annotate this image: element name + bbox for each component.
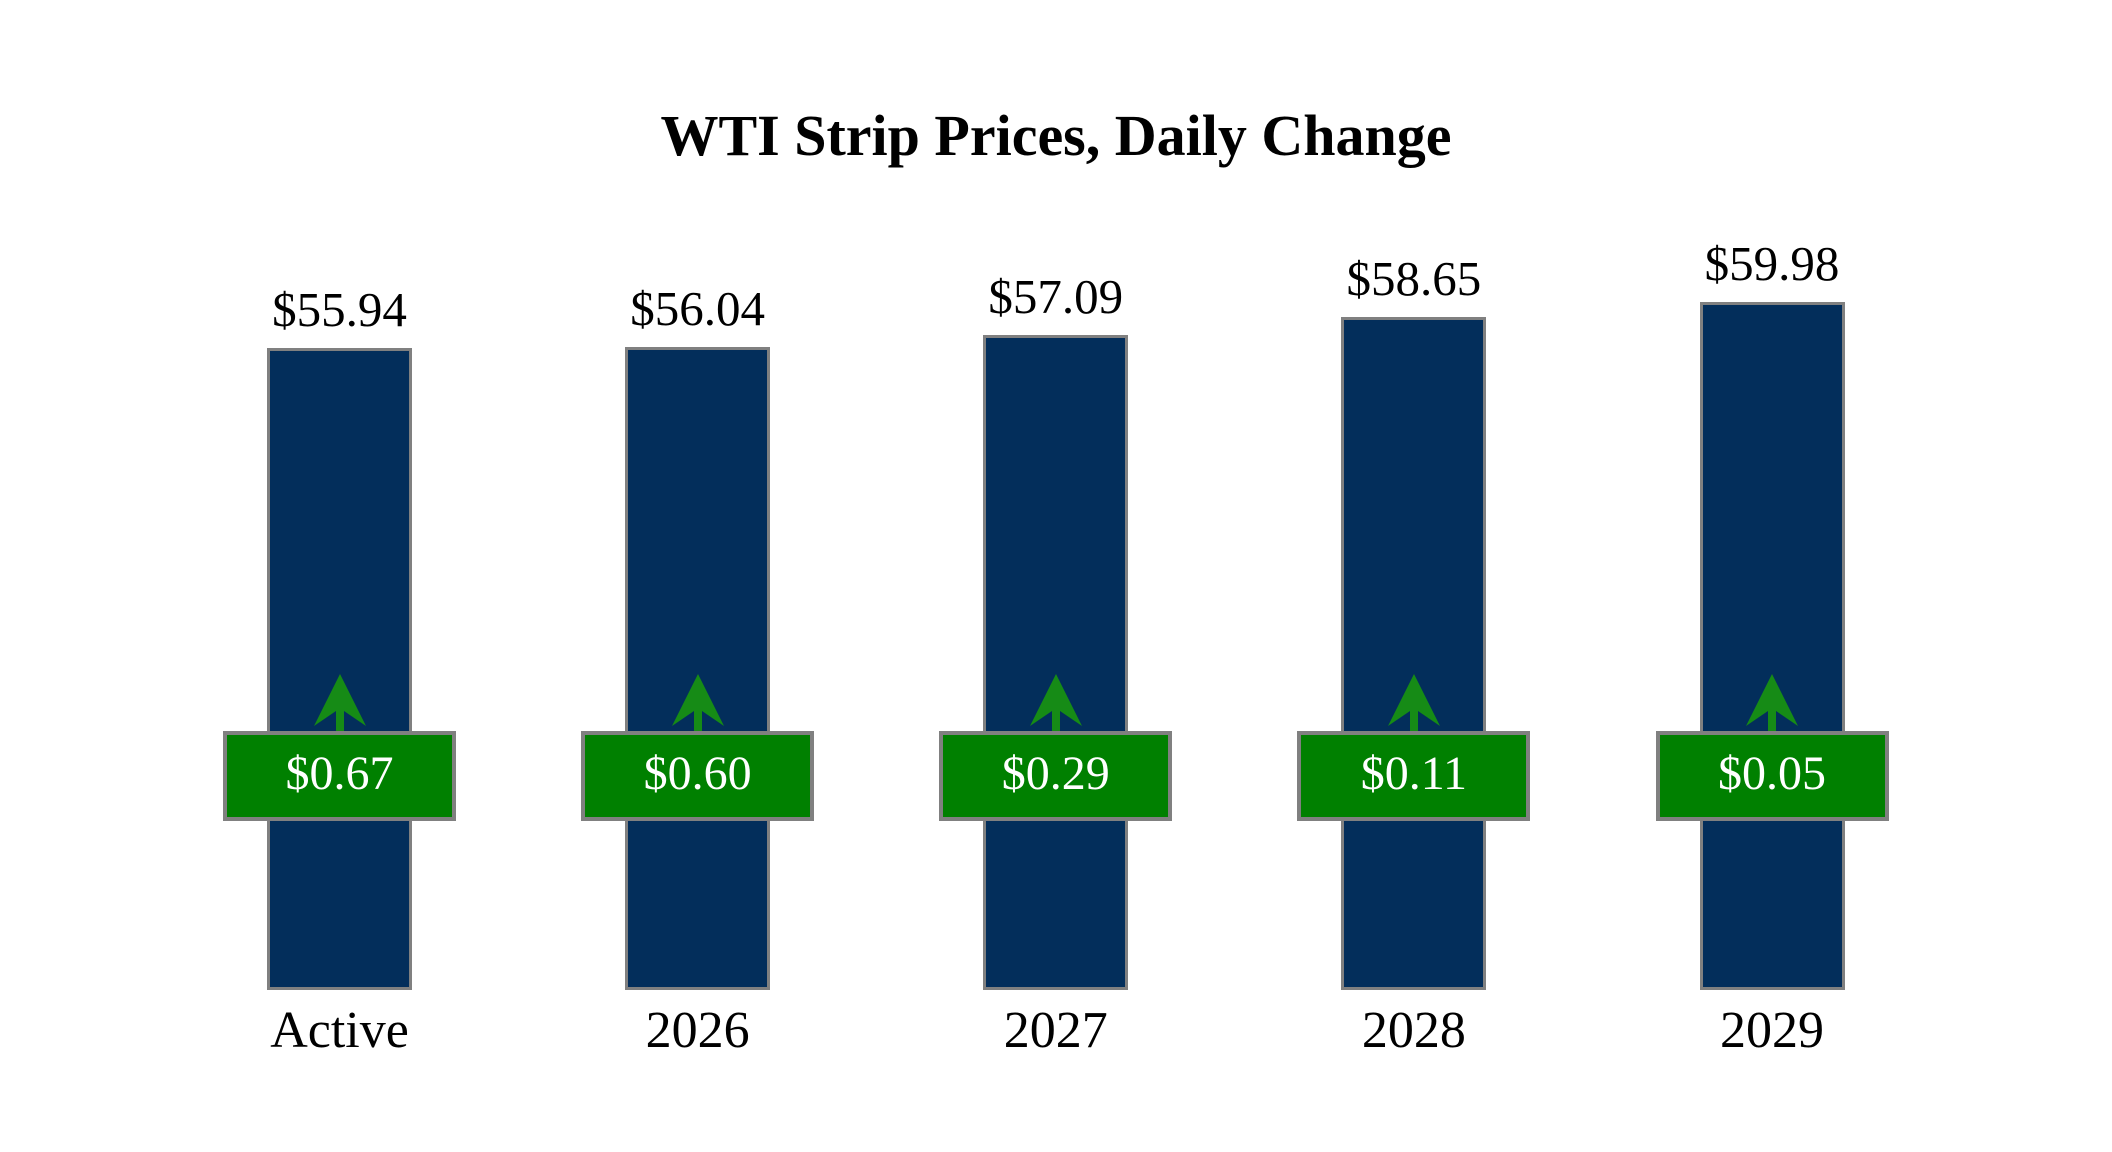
price-label: $57.09 [988,269,1124,324]
price-label: $56.04 [630,281,765,336]
category-label: 2028 [1361,1002,1466,1059]
daily-change-badge: $0.05 [1655,731,1889,821]
category-label: 2029 [1720,1002,1824,1059]
daily-change-value: $0.11 [1360,747,1467,800]
up-arrow-icon [1387,674,1440,733]
price-label: $55.94 [272,282,407,337]
chart-title: WTI Strip Prices, Daily Change [660,103,1452,168]
daily-change-value: $0.05 [1718,747,1826,800]
daily-change-badge: $0.29 [939,731,1173,821]
up-arrow-icon [671,674,724,733]
bar [983,335,1129,990]
daily-change-value: $0.67 [285,747,394,800]
up-arrow-icon [313,674,366,733]
category-label: 2027 [1003,1002,1108,1059]
bar [267,348,412,990]
bar [1341,317,1487,990]
up-arrow-icon [1029,674,1082,733]
category-label: Active [270,1002,409,1059]
daily-change-value: $0.29 [1001,747,1110,800]
daily-change-badge: $0.11 [1297,731,1531,821]
category-label: 2026 [645,1002,750,1059]
price-label: $59.98 [1704,236,1840,291]
bar [625,347,771,990]
price-label: $58.65 [1346,251,1482,306]
bar [1699,302,1845,990]
daily-change-badge: $0.60 [581,731,815,821]
up-arrow-icon [1746,674,1798,733]
daily-change-badge: $0.67 [223,731,456,821]
daily-change-value: $0.60 [643,747,752,800]
